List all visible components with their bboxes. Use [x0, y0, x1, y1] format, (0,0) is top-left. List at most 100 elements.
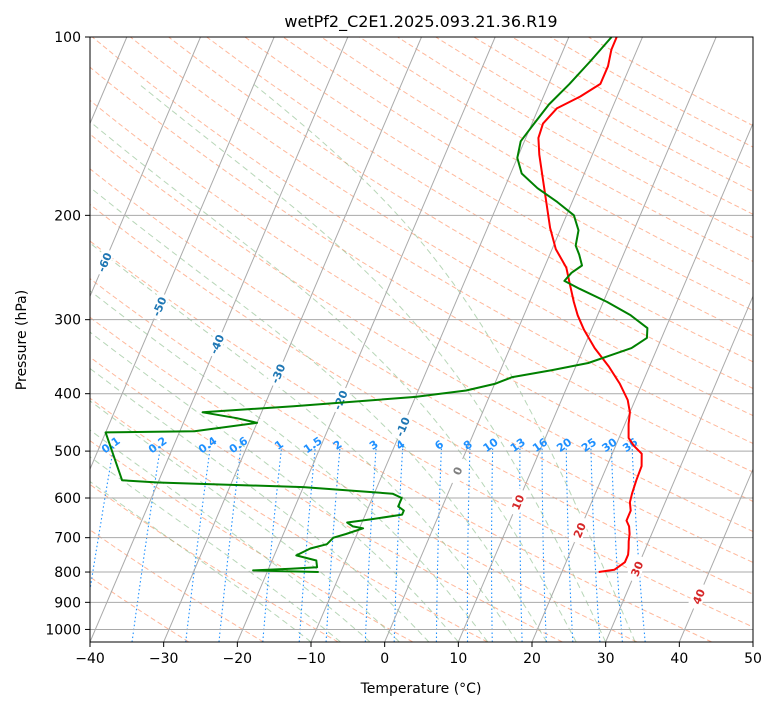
x-tick-label: −30	[149, 651, 179, 667]
x-tick-label: −10	[296, 651, 326, 667]
x-axis: −40 −30 −20 −10 0 10 20 30 40 50	[75, 642, 762, 667]
mixing-ratio-line	[565, 445, 574, 642]
x-tick-label: 20	[523, 651, 541, 667]
isotherm	[236, 37, 496, 642]
isotherm	[678, 467, 753, 642]
y-tick-label: 500	[54, 444, 81, 460]
mixing-ratio-line	[364, 445, 377, 642]
isotherm	[163, 37, 422, 642]
x-tick-label: 30	[597, 651, 615, 667]
dry-adiabat	[206, 37, 753, 363]
isotherm	[90, 37, 275, 471]
dry-adiabat	[90, 203, 753, 595]
y-tick-label: 900	[54, 595, 81, 611]
isotherm-label-bg	[0, 130, 18, 159]
mixing-ratio-line	[519, 445, 523, 642]
moist-adiabat	[90, 120, 577, 642]
y-tick-label: 1000	[45, 622, 81, 638]
isotherm	[90, 37, 201, 298]
isotherm-label-bg	[506, 487, 529, 517]
isotherm	[457, 37, 717, 642]
isotherm-label: 40	[690, 587, 708, 606]
dry-adiabat	[168, 37, 753, 389]
isotherm	[605, 295, 753, 642]
y-tick-label: 200	[54, 208, 81, 224]
isotherm-label-bg	[92, 247, 116, 277]
mixing-ratio-line	[131, 445, 162, 642]
pressure-gridlines	[90, 37, 753, 630]
isotherm	[384, 37, 643, 642]
isotherm-label: 30	[628, 559, 646, 578]
moist-adiabat	[90, 186, 548, 642]
dry-adiabat	[90, 66, 753, 473]
reference-lines	[90, 37, 753, 642]
mixing-ratio-line	[218, 445, 242, 642]
mixing-ratio-line	[541, 445, 547, 642]
moist-adiabat	[90, 456, 341, 642]
dry-adiabat	[244, 37, 753, 337]
moist-adiabat	[90, 400, 400, 642]
x-tick-label: 10	[449, 651, 467, 667]
isotherm-label-bg	[391, 412, 414, 442]
isotherm-label-bg	[687, 581, 710, 611]
y-tick-label: 400	[54, 387, 81, 403]
y-tick-label: 800	[54, 565, 81, 581]
dry-adiabat	[90, 133, 753, 533]
plot-frame	[89, 36, 754, 643]
dry-adiabat	[282, 37, 753, 312]
y-tick-label: 100	[54, 30, 81, 46]
dry-adiabat	[90, 99, 753, 502]
isotherm-label: -80	[0, 133, 18, 157]
y-tick-label: 700	[54, 531, 81, 547]
isotherm-label-bg	[328, 385, 352, 415]
isotherm-label-bg	[266, 358, 289, 388]
y-axis: 100 200 300 400 500 600 700 800 900 1000	[45, 30, 90, 638]
x-tick-label: 40	[670, 651, 688, 667]
reference-line-labels: 0.10.20.40.611.52346810131620253036-100-…	[0, 130, 710, 611]
x-tick-label: 0	[380, 651, 389, 667]
isotherm	[752, 640, 753, 642]
x-tick-label: 50	[744, 651, 762, 667]
moist-adiabat	[90, 242, 518, 642]
isotherm	[310, 37, 570, 642]
dry-adiabat	[90, 483, 339, 642]
isotherm-label: 10	[509, 493, 527, 512]
temperature-profile	[537, 37, 643, 573]
dry-adiabat	[90, 529, 264, 642]
moist-adiabat	[90, 429, 371, 642]
isotherm-label-bg	[147, 291, 170, 321]
y-tick-label: 600	[54, 491, 81, 507]
mixing-ratio-line	[262, 445, 283, 642]
dewpoint-profile	[104, 37, 649, 573]
y-axis-title: Pressure (hPa)	[14, 290, 30, 390]
y-tick-label: 300	[54, 313, 81, 329]
mixing-ratio-line	[185, 445, 211, 642]
mixing-ratio-line	[466, 445, 471, 642]
sounding-profiles	[104, 37, 649, 573]
x-tick-label: −40	[75, 651, 105, 667]
mixing-ratio-line	[490, 445, 494, 642]
moist-adiabat	[138, 83, 607, 642]
dry-adiabat	[90, 397, 488, 642]
mixing-ratio-line	[435, 445, 443, 642]
isotherm-label-bg	[446, 456, 469, 486]
plot-area	[90, 37, 753, 642]
mixing-ratio-line	[298, 445, 316, 642]
chart-title: wetPf2_C2E1.2025.093.21.36.R19	[284, 12, 557, 32]
isotherm-label-bg	[625, 554, 648, 584]
mixing-ratio-line	[90, 445, 115, 594]
isotherm-label: 20	[571, 520, 589, 539]
dry-adiabat	[90, 168, 753, 563]
x-tick-label: −20	[223, 651, 253, 667]
mixing-ratio-line	[590, 445, 601, 642]
isotherm-label-bg	[205, 329, 228, 359]
moist-adiabat	[252, 83, 636, 642]
mixing-ratio-line	[610, 445, 623, 642]
isotherm-label-bg	[568, 515, 591, 545]
dry-adiabat	[90, 278, 712, 642]
moist-adiabat	[90, 331, 459, 642]
x-axis-title: Temperature (°C)	[360, 681, 482, 697]
mixing-ratio-line	[325, 445, 341, 642]
dry-adiabat	[90, 240, 753, 628]
